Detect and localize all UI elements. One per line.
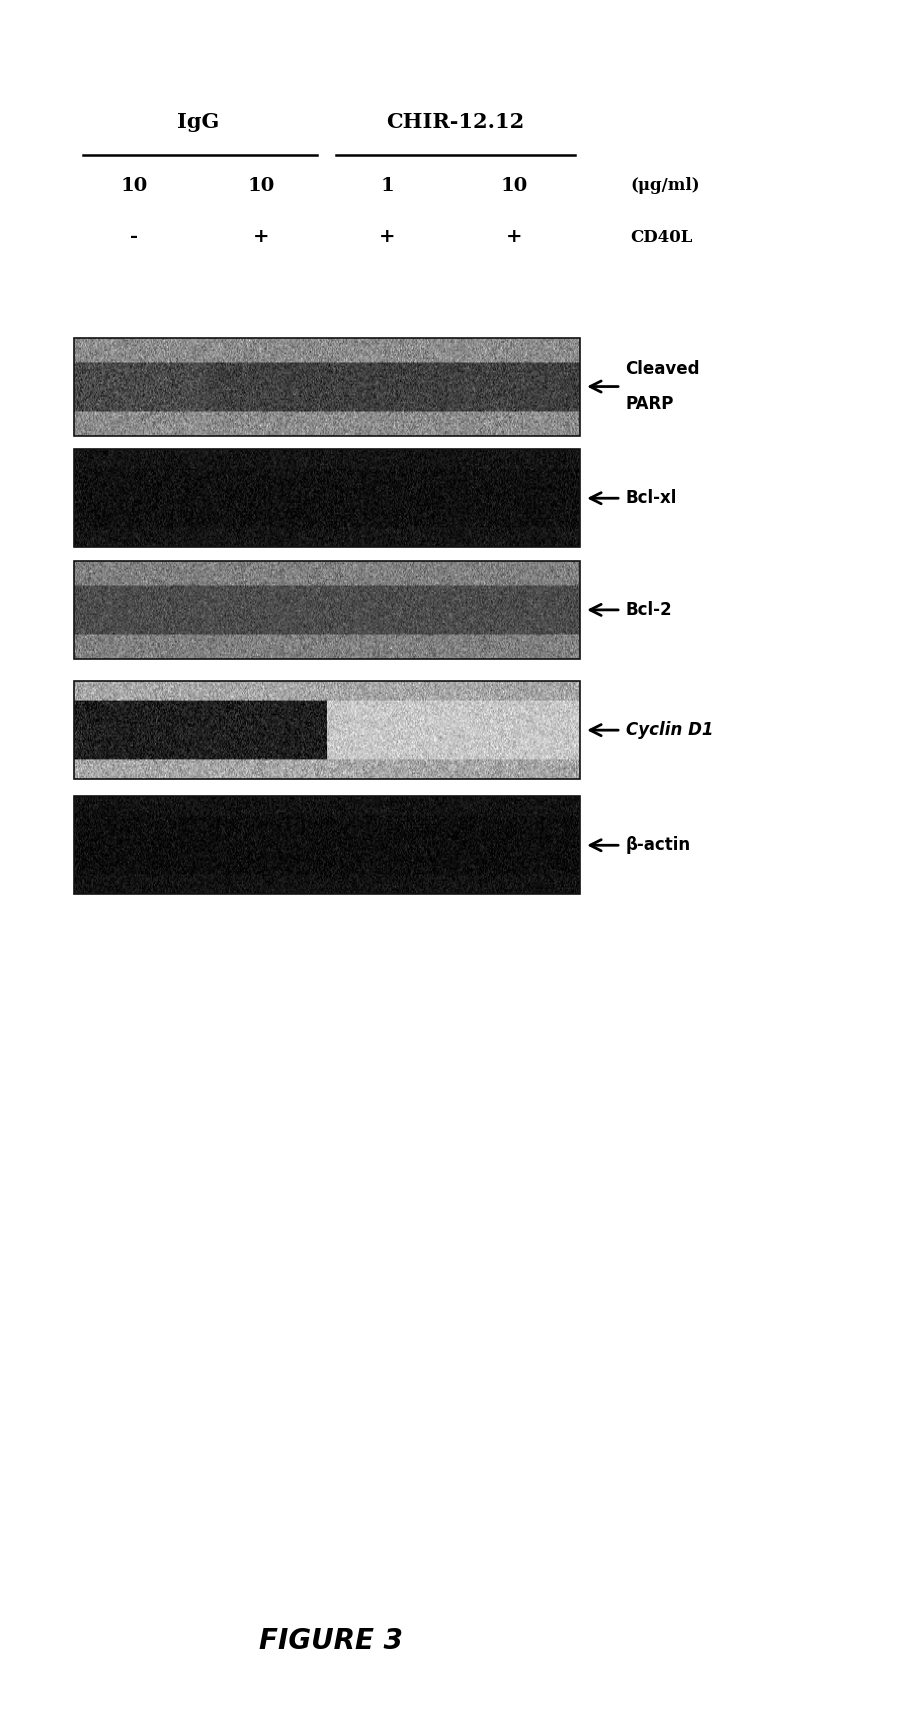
Text: Cyclin D1: Cyclin D1 [625, 722, 712, 739]
Text: +: + [253, 228, 268, 246]
Text: β-actin: β-actin [625, 837, 690, 854]
Bar [74, 560, 579, 658]
Bar [74, 797, 579, 893]
Text: +: + [379, 228, 395, 246]
Text: 10: 10 [247, 177, 274, 194]
Text: 1: 1 [380, 177, 393, 194]
Text: FIGURE 3: FIGURE 3 [259, 1627, 403, 1654]
Text: 10: 10 [500, 177, 527, 194]
Text: IgG: IgG [176, 112, 219, 132]
Text: Bcl-xl: Bcl-xl [625, 490, 676, 507]
Text: CD40L: CD40L [630, 228, 692, 246]
Bar [74, 680, 579, 780]
Text: CHIR-12.12: CHIR-12.12 [386, 112, 524, 132]
Text: -: - [130, 228, 138, 246]
Text: +: + [505, 228, 521, 246]
Bar [74, 448, 579, 546]
Text: (μg/ml): (μg/ml) [630, 177, 699, 194]
Text: PARP: PARP [625, 395, 674, 412]
Text: 10: 10 [120, 177, 148, 194]
Text: Bcl-2: Bcl-2 [625, 601, 672, 618]
Bar [74, 337, 579, 435]
Text: Cleaved: Cleaved [625, 361, 699, 378]
